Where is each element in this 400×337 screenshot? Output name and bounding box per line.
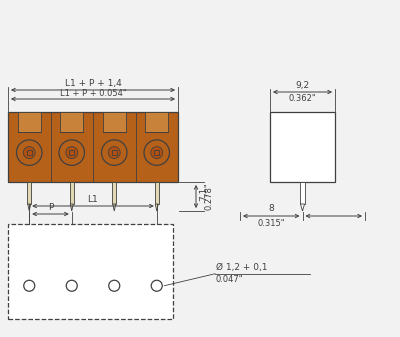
Circle shape bbox=[23, 147, 35, 158]
Bar bbox=[18, 112, 41, 132]
Text: L1 + P + 0.054": L1 + P + 0.054" bbox=[60, 89, 126, 97]
Bar bbox=[69, 150, 74, 155]
Bar bbox=[155, 182, 159, 204]
Polygon shape bbox=[300, 204, 304, 211]
Text: P: P bbox=[48, 204, 53, 213]
Bar bbox=[112, 182, 116, 204]
Bar bbox=[102, 112, 126, 132]
Bar bbox=[8, 112, 178, 182]
Text: 0.315": 0.315" bbox=[258, 219, 285, 228]
Polygon shape bbox=[28, 204, 31, 211]
Bar bbox=[154, 150, 159, 155]
Text: L1 + P + 1,4: L1 + P + 1,4 bbox=[65, 79, 121, 88]
Text: L1: L1 bbox=[88, 195, 98, 204]
Text: 0.047": 0.047" bbox=[216, 275, 244, 284]
Circle shape bbox=[108, 147, 120, 158]
Polygon shape bbox=[70, 204, 73, 211]
Bar bbox=[8, 224, 173, 319]
Text: 0.362": 0.362" bbox=[289, 94, 316, 103]
Text: 0.278": 0.278" bbox=[205, 183, 214, 210]
Bar bbox=[60, 112, 84, 132]
Bar bbox=[112, 150, 117, 155]
Text: 8: 8 bbox=[268, 204, 274, 213]
Text: 9,2: 9,2 bbox=[296, 81, 310, 90]
Circle shape bbox=[66, 147, 78, 158]
Bar bbox=[27, 150, 32, 155]
Bar bbox=[27, 182, 31, 204]
Bar bbox=[300, 182, 305, 204]
Polygon shape bbox=[113, 204, 116, 211]
Bar bbox=[70, 182, 74, 204]
Circle shape bbox=[151, 147, 163, 158]
Text: 7,1: 7,1 bbox=[199, 186, 208, 201]
Bar bbox=[145, 112, 168, 132]
Polygon shape bbox=[155, 204, 158, 211]
Bar bbox=[270, 112, 335, 182]
Text: Ø 1,2 + 0,1: Ø 1,2 + 0,1 bbox=[216, 263, 268, 272]
